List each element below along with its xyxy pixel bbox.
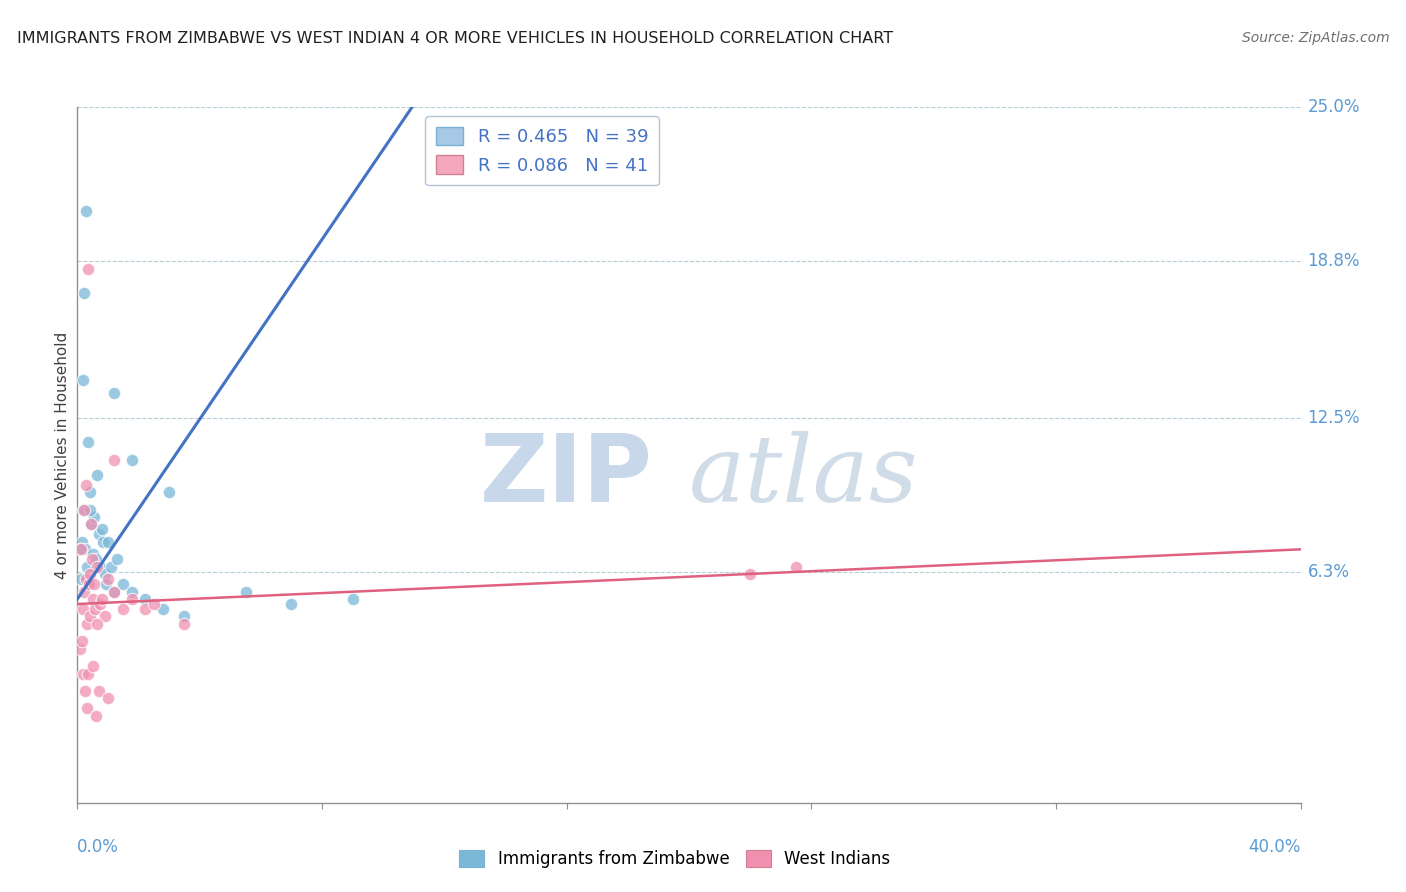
Point [84, 602, 107, 616]
Point [69, 542, 91, 557]
Text: 12.5%: 12.5% [1308, 409, 1360, 426]
Point [157, 485, 180, 500]
Point [97, 572, 120, 586]
Legend: Immigrants from Zimbabwe, West Indians: Immigrants from Zimbabwe, West Indians [453, 843, 897, 875]
Point [235, 584, 257, 599]
Point [70, 534, 93, 549]
Point [134, 592, 156, 607]
Point [69, 641, 91, 656]
Point [80, 517, 103, 532]
Text: 18.8%: 18.8% [1308, 252, 1360, 270]
Point [72, 666, 94, 681]
Point [103, 453, 125, 467]
Point [91, 534, 114, 549]
Point [83, 510, 105, 524]
Text: atlas: atlas [689, 431, 918, 521]
Point [70, 572, 93, 586]
Point [86, 467, 108, 482]
Point [82, 547, 104, 561]
Point [89, 597, 111, 611]
Point [89, 559, 111, 574]
Point [76, 616, 98, 631]
Point [72, 502, 94, 516]
Point [342, 592, 364, 607]
Point [79, 485, 101, 500]
Point [82, 659, 104, 673]
Point [90, 523, 112, 537]
Point [75, 204, 97, 219]
Point [75, 477, 97, 491]
Point [73, 502, 96, 516]
Point [142, 597, 165, 611]
Point [121, 592, 143, 607]
Point [121, 453, 143, 467]
Legend: R = 0.465   N = 39, R = 0.086   N = 41: R = 0.465 N = 39, R = 0.086 N = 41 [425, 116, 659, 186]
Text: Source: ZipAtlas.com: Source: ZipAtlas.com [1241, 31, 1389, 45]
Point [103, 584, 125, 599]
Point [96, 577, 118, 591]
Point [84, 708, 107, 723]
Point [785, 559, 807, 574]
Point [80, 552, 103, 566]
Point [112, 602, 135, 616]
Point [97, 691, 120, 706]
Point [79, 502, 101, 516]
Point [84, 552, 107, 566]
Point [70, 542, 93, 557]
Point [94, 609, 117, 624]
Point [82, 592, 104, 607]
Point [86, 559, 108, 574]
Point [173, 609, 195, 624]
Point [152, 602, 174, 616]
Point [76, 559, 98, 574]
Point [94, 567, 117, 582]
Point [77, 577, 100, 591]
Point [97, 534, 120, 549]
Point [173, 616, 195, 631]
Point [76, 701, 98, 715]
Point [77, 261, 100, 276]
Point [103, 584, 125, 599]
Text: IMMIGRANTS FROM ZIMBABWE VS WEST INDIAN 4 OR MORE VEHICLES IN HOUSEHOLD CORRELAT: IMMIGRANTS FROM ZIMBABWE VS WEST INDIAN … [17, 31, 893, 46]
Point [75, 572, 97, 586]
Point [79, 567, 101, 582]
Point [72, 602, 94, 616]
Point [77, 577, 100, 591]
Point [86, 616, 108, 631]
Point [73, 542, 96, 557]
Text: 25.0%: 25.0% [1308, 98, 1360, 116]
Point [87, 684, 110, 698]
Point [77, 666, 100, 681]
Point [280, 597, 302, 611]
Text: 40.0%: 40.0% [1249, 838, 1301, 856]
Point [740, 567, 762, 582]
Point [73, 684, 96, 698]
Text: 0.0%: 0.0% [77, 838, 120, 856]
Point [70, 634, 93, 648]
Point [103, 385, 125, 400]
Point [77, 435, 100, 450]
Point [105, 552, 128, 566]
Point [73, 584, 96, 599]
Point [72, 373, 94, 387]
Point [134, 602, 156, 616]
Text: ZIP: ZIP [479, 430, 652, 522]
Point [83, 577, 105, 591]
Y-axis label: 4 or more Vehicles in Household: 4 or more Vehicles in Household [55, 331, 70, 579]
Point [73, 286, 96, 301]
Point [80, 517, 103, 532]
Point [121, 584, 143, 599]
Point [79, 609, 101, 624]
Point [100, 559, 122, 574]
Point [112, 577, 135, 591]
Point [90, 592, 112, 607]
Text: 6.3%: 6.3% [1308, 563, 1350, 581]
Point [87, 527, 110, 541]
